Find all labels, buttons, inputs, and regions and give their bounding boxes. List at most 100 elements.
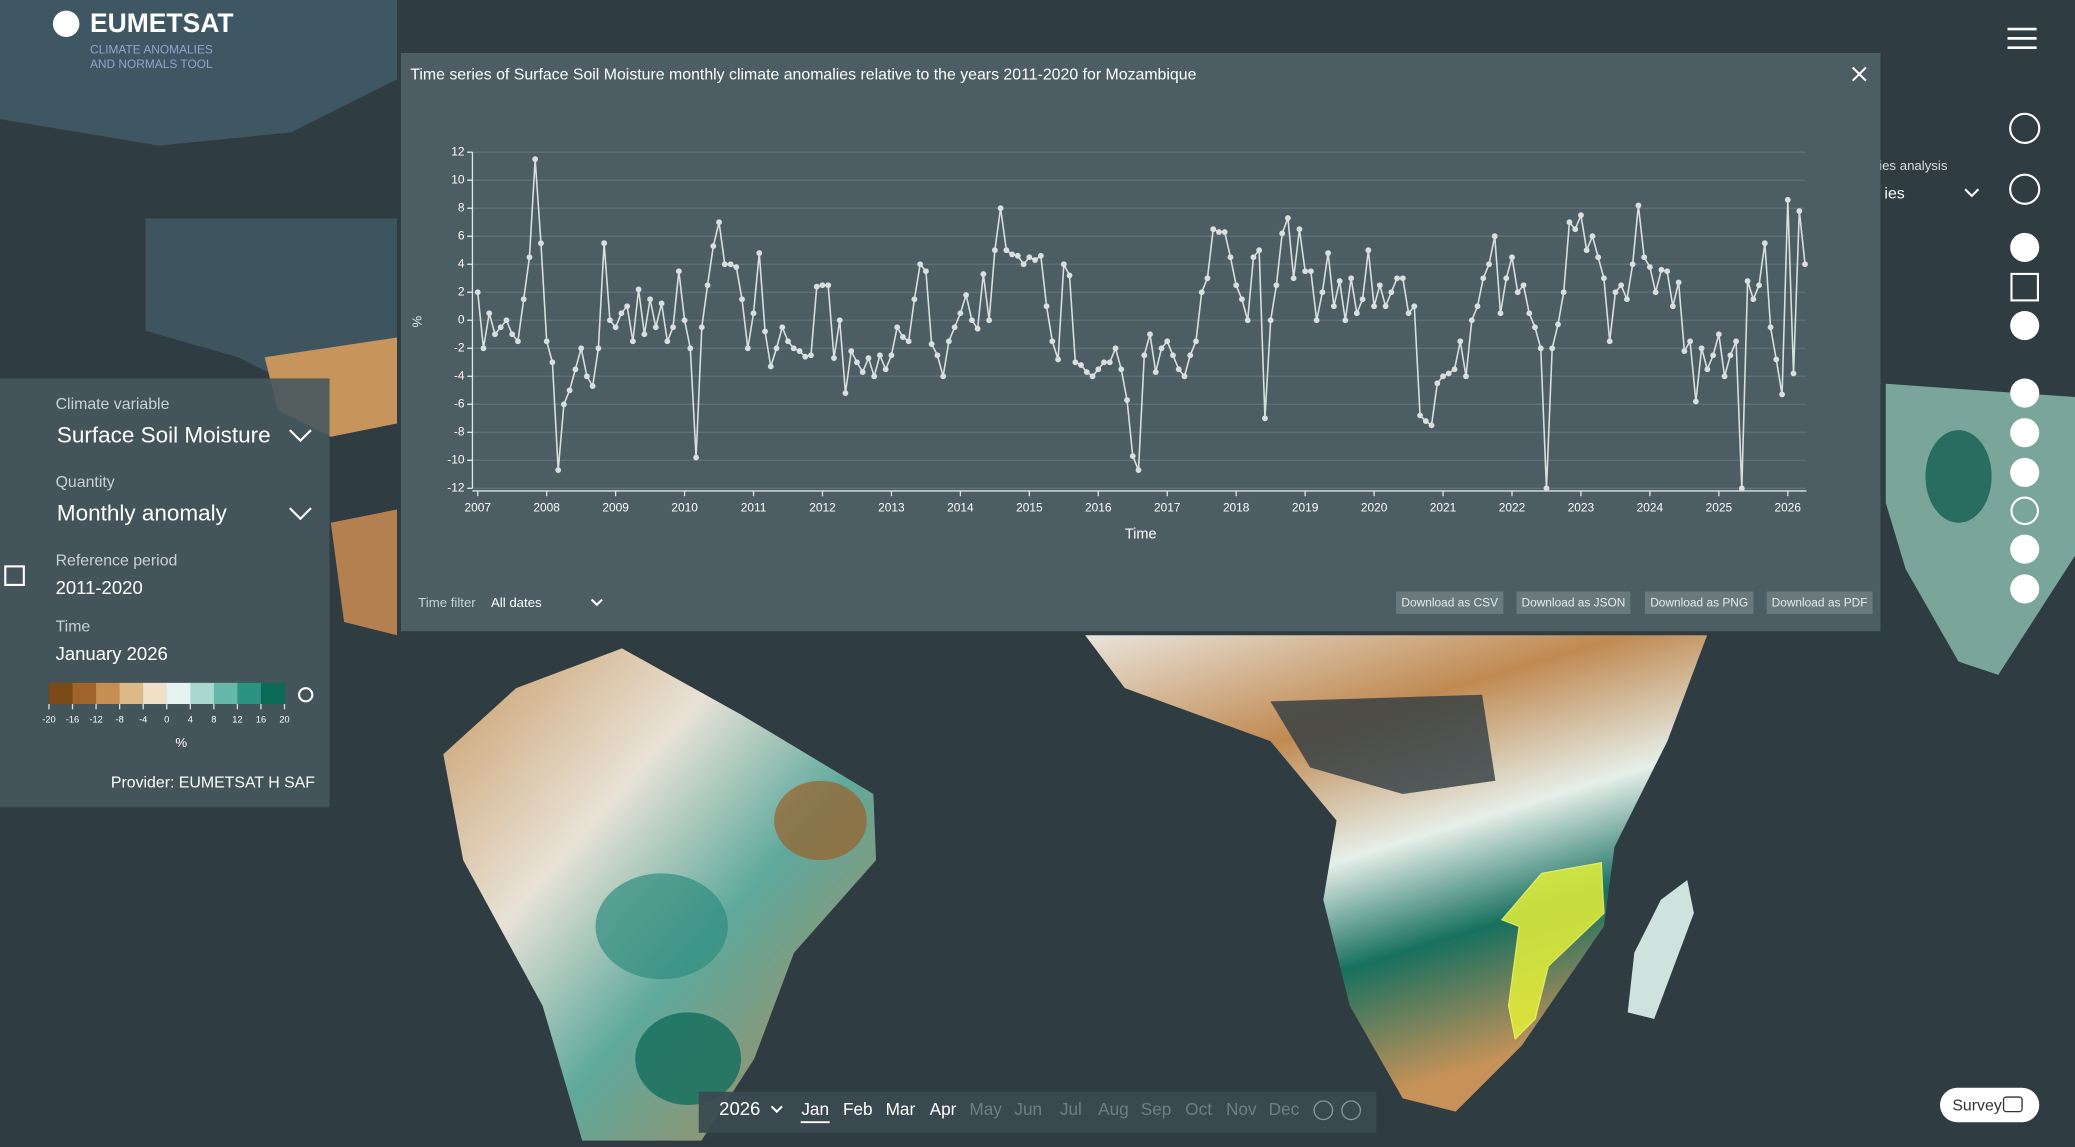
data-point [779,324,786,331]
month-button[interactable]: Apr [930,1099,957,1119]
data-point [601,240,608,247]
dropdown-chevron[interactable] [1964,188,1980,198]
year-select[interactable]: 2026 [719,1098,760,1119]
data-point [922,268,929,275]
data-point [1118,366,1125,373]
data-point [1129,453,1136,460]
chart-panel [400,52,1881,632]
month-button[interactable]: Jan [801,1099,829,1119]
data-point [1112,345,1119,352]
dropdown-chevron[interactable] [590,598,603,607]
map-selected-region[interactable] [1500,862,1605,1041]
data-button[interactable] [2010,574,2040,604]
data-point [1451,366,1458,373]
data-point [1411,303,1418,310]
previous-button[interactable] [1313,1100,1334,1121]
data-point [1020,261,1027,268]
month-button[interactable]: Mar [886,1099,916,1119]
data-point [1474,303,1481,310]
map-anomaly-blob [774,780,867,861]
layers-button[interactable] [2010,378,2040,408]
data-point [1181,373,1188,380]
y-tick-label: -6 [454,396,465,410]
download-button[interactable] [1644,591,1754,615]
data-point [618,310,625,317]
info-button[interactable] [2009,112,2041,144]
colorbar-swatch [96,682,121,705]
quantity-select[interactable]: Monthly anomaly [57,501,228,526]
data-point [1509,254,1515,261]
data-point [526,254,533,261]
data-point [515,338,521,345]
dropdown-chevron[interactable] [289,429,312,443]
provider: Provider: EUMETSAT H SAF [111,775,315,792]
next-button[interactable] [1341,1100,1362,1121]
month-button: May [969,1099,1002,1119]
field-label: Quantity [56,474,115,491]
data-point [1256,247,1263,254]
y-tick-label: 8 [458,200,465,214]
data-point [1089,373,1096,380]
x-tick-label: 2024 [1637,500,1664,514]
y-tick-label: -10 [447,452,465,466]
data-point [1468,317,1475,324]
time-filter-select[interactable]: All dates [491,595,542,610]
zoom-out-button[interactable] [2010,310,2040,341]
data-point [882,366,889,373]
data-point [831,355,837,361]
close-button[interactable] [1851,66,1867,82]
data-point [1721,373,1728,380]
data-point [928,341,935,347]
data-point [1221,229,1228,235]
analysis-value[interactable]: ies [1884,186,1904,203]
layers-toggle[interactable] [4,565,25,586]
data-point [624,303,631,310]
data-point [1037,252,1044,259]
download-button-label[interactable]: Download as PNG [1650,596,1748,610]
y-axis-label: % [410,315,425,327]
locate-button[interactable] [2010,457,2040,487]
data-point [1060,261,1067,268]
dropdown-chevron[interactable] [289,507,312,521]
download-button[interactable] [1396,591,1504,615]
analysis-button[interactable] [2009,173,2041,205]
x-tick-label: 2012 [809,500,836,514]
month-button[interactable]: Feb [843,1099,873,1119]
month-button: Sep [1141,1099,1172,1119]
data-point [693,454,700,461]
data-point [710,243,717,249]
field-label: Time [56,618,91,635]
fullscreen-button[interactable] [2010,272,2040,302]
data-point [865,355,872,361]
data-point [1434,380,1441,387]
data-point [520,296,527,303]
link-button[interactable] [2010,496,2040,526]
download-button[interactable] [1766,591,1873,615]
download-button-label[interactable]: Download as JSON [1521,596,1625,610]
data-point [1319,289,1326,296]
logo-subtitle: CLIMATE ANOMALIES [90,42,213,56]
data-point [1193,338,1199,345]
data-point [968,317,975,324]
zoom-in-button[interactable] [2010,232,2040,263]
colorbar-swatch [119,682,144,705]
download-button[interactable] [1516,591,1631,615]
data-point [1365,247,1372,254]
data-point [963,292,970,298]
survey-label[interactable]: Survey [1952,1097,2001,1114]
download-button-label[interactable]: Download as PDF [1772,596,1868,610]
legend-settings[interactable] [298,687,314,703]
menu-button[interactable] [2007,27,2037,49]
dropdown-chevron[interactable] [770,1105,783,1114]
data-point [1371,303,1378,310]
download-button[interactable] [2010,534,2040,564]
data-point [1095,366,1102,373]
data-point [917,261,924,268]
x-tick-label: 2026 [1775,500,1802,514]
x-tick-label: 2008 [533,500,560,514]
data-point [750,310,757,317]
globe-button[interactable] [2010,418,2040,448]
download-button-label[interactable]: Download as CSV [1401,596,1498,610]
climate-variable-select[interactable]: Surface Soil Moisture [57,423,271,448]
